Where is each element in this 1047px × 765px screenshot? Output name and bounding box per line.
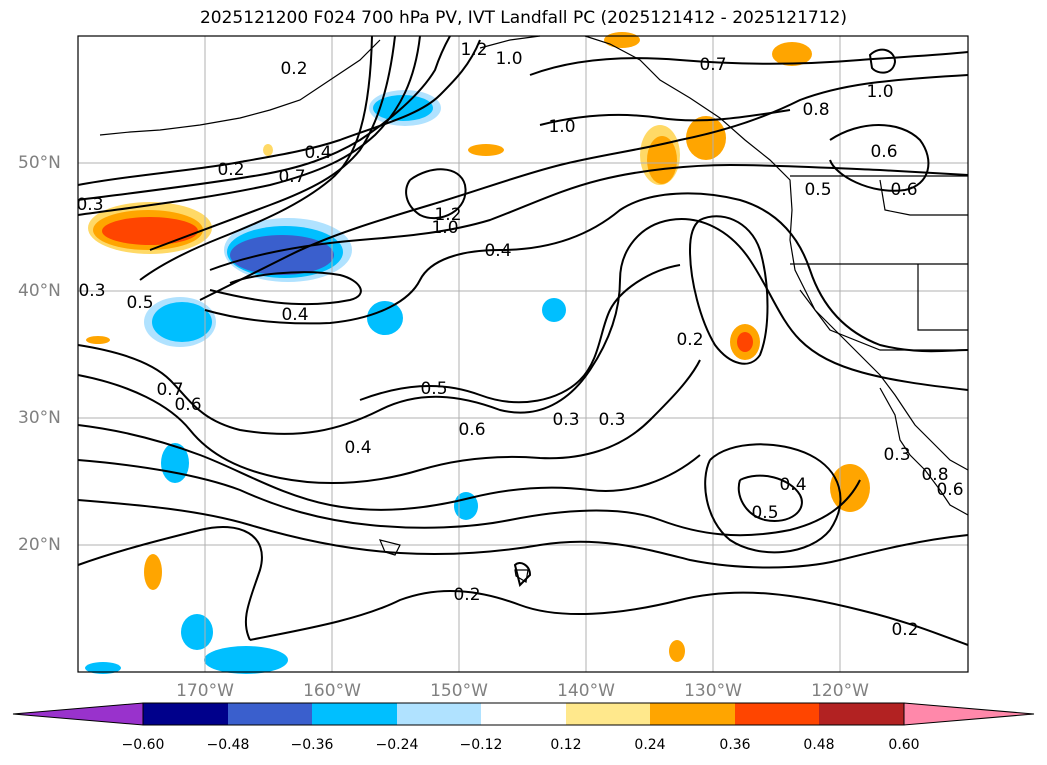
contour-label: 0.4 — [344, 438, 371, 458]
contour-label: 0.6 — [458, 420, 485, 440]
colorbar-bin — [312, 703, 397, 725]
lon-label: 120°W — [811, 681, 869, 701]
map-title: 2025121200 F024 700 hPa PV, IVT Landfall… — [199, 8, 847, 28]
colorbar-bin — [397, 703, 481, 725]
colorbar-bin — [566, 703, 650, 725]
colorbar-bin — [650, 703, 735, 725]
colorbar-bin — [143, 703, 228, 725]
colorbar-tick-label: 0.36 — [719, 737, 751, 753]
contour-label: 0.2 — [891, 620, 918, 640]
colorbar-tick-label: −0.48 — [206, 737, 250, 753]
colorbar-min-extension — [12, 702, 144, 726]
contour-label: 0.2 — [217, 160, 244, 180]
colorbar-bin — [819, 703, 904, 725]
contour-label: 0.4 — [281, 305, 308, 325]
colorbar-bin — [481, 703, 566, 725]
contour-label: 0.2 — [676, 330, 703, 350]
plot-frame — [77, 35, 969, 673]
colorbar-tick-label: 0.12 — [550, 737, 582, 753]
contour-label: 0.4 — [484, 241, 511, 261]
contour-label: 0.6 — [174, 395, 201, 415]
lon-label: 150°W — [430, 681, 488, 701]
contour-label: 0.5 — [126, 293, 153, 313]
colorbar-max-extension — [903, 702, 1035, 726]
contour-label: 0.3 — [78, 281, 105, 301]
colorbar-tick-label: −0.24 — [375, 737, 419, 753]
contour-label: 0.8 — [921, 465, 948, 485]
contour-labels: 0.2 1.2 1.0 0.7 1.0 0.8 1.0 0.6 0.6 0.5 … — [76, 40, 963, 640]
colorbar-tick-label: 0.24 — [634, 737, 666, 753]
lon-label: 160°W — [303, 681, 361, 701]
contour-label: 0.2 — [280, 59, 307, 79]
shaded-anomalies — [85, 32, 870, 674]
contour-label: 0.4 — [779, 475, 806, 495]
contour-label: 0.6 — [890, 180, 917, 200]
contour-label: 0.3 — [598, 410, 625, 430]
colorbar-tick-label: −0.12 — [459, 737, 503, 753]
contour-label: 0.7 — [156, 380, 183, 400]
lon-label: 130°W — [684, 681, 742, 701]
colorbar-tick-label: −0.36 — [290, 737, 334, 753]
contour-label: 0.6 — [870, 142, 897, 162]
colorbar — [12, 702, 1035, 726]
contour-label: 1.2 — [460, 40, 487, 60]
contour-label: 1.0 — [548, 117, 575, 137]
contour-label: 1.2 — [434, 205, 461, 225]
contour-label: 0.3 — [883, 445, 910, 465]
contour-label: 1.0 — [866, 82, 893, 102]
contour-label: 0.7 — [278, 167, 305, 187]
lat-label: 50°N — [18, 153, 61, 173]
lat-label: 20°N — [18, 535, 61, 555]
lon-label: 140°W — [557, 681, 615, 701]
colorbar-tick-label: −0.60 — [121, 737, 165, 753]
lon-label: 170°W — [176, 681, 234, 701]
contour-label: 0.6 — [936, 480, 963, 500]
contour-label: 0.3 — [76, 195, 103, 215]
colorbar-bin — [735, 703, 819, 725]
lat-label: 30°N — [18, 408, 61, 428]
contour-label: 0.5 — [804, 180, 831, 200]
gridlines — [78, 36, 968, 672]
contour-label: 1.0 — [431, 218, 458, 238]
contour-label: 0.3 — [552, 410, 579, 430]
pv-contours — [77, 35, 969, 646]
contour-label: 0.4 — [304, 143, 331, 163]
colorbar-tick-label: 0.48 — [803, 737, 835, 753]
contour-label: 1.0 — [495, 49, 522, 69]
colorbar-tick-label: 0.60 — [888, 737, 920, 753]
colorbar-bin — [228, 703, 312, 725]
coastlines — [99, 35, 969, 583]
contour-label: 0.5 — [420, 379, 447, 399]
contour-label: 0.8 — [802, 100, 829, 120]
contour-label: 0.7 — [699, 55, 726, 75]
lat-label: 40°N — [18, 281, 61, 301]
contour-label: 0.5 — [751, 503, 778, 523]
contour-label: 0.2 — [453, 585, 480, 605]
